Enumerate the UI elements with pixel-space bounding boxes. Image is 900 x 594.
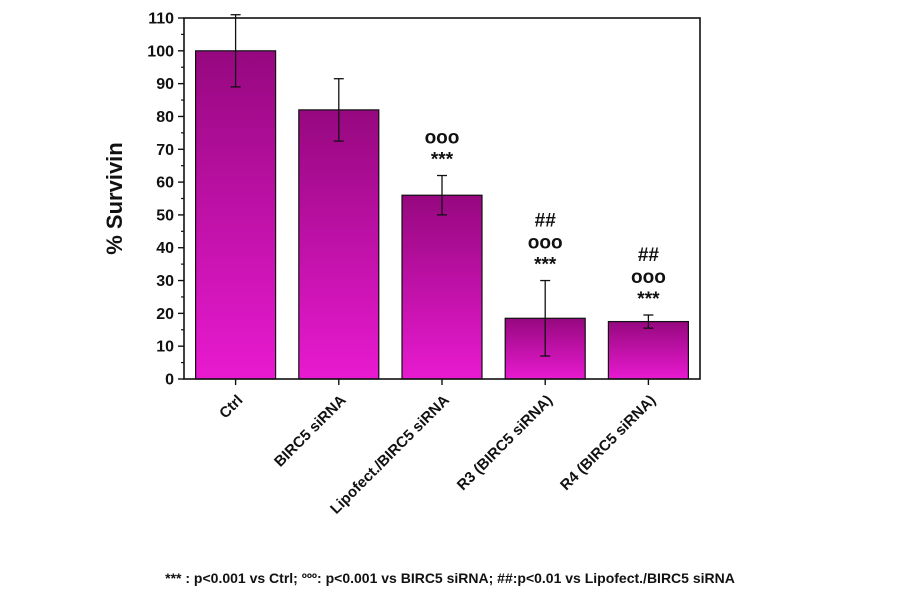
y-tick-label-0: 0 (165, 372, 174, 389)
y-tick-label-40: 40 (156, 240, 174, 257)
x-tick-label-4: R4 (BIRC5 siRNA) (557, 392, 659, 494)
y-tick-label-100: 100 (147, 43, 174, 60)
significance-mark-2-1: *** (431, 150, 454, 171)
bar-2 (401, 194, 483, 380)
significance-mark-4-0: ## (638, 245, 660, 266)
y-axis-label: % Survivin (102, 142, 127, 254)
y-tick-label-90: 90 (156, 76, 174, 93)
significance-mark-3-0: ## (535, 211, 557, 232)
significance-mark-4-1: ooo (631, 267, 666, 288)
y-tick-label-30: 30 (156, 273, 174, 290)
x-tick-label-2: Lipofect./BIRC5 siRNA (327, 392, 453, 518)
x-tick-label-0: Ctrl (216, 392, 246, 422)
significance-mark-4-2: *** (637, 289, 660, 310)
y-tick-label-10: 10 (156, 339, 174, 356)
y-tick-label-20: 20 (156, 306, 174, 323)
significance-mark-3-1: ooo (528, 233, 563, 254)
bar-0 (195, 50, 277, 380)
y-tick-label-70: 70 (156, 142, 174, 159)
y-tick-label-50: 50 (156, 207, 174, 224)
y-tick-label-110: 110 (148, 11, 174, 28)
significance-mark-2-0: ooo (425, 128, 460, 149)
bar-1 (298, 109, 380, 380)
significance-mark-3-2: *** (534, 255, 557, 276)
chart-footnote: *** : p<0.001 vs Ctrl; ººº: p<0.001 vs B… (165, 570, 735, 586)
y-tick-label-80: 80 (156, 109, 174, 126)
y-tick-label-60: 60 (156, 175, 174, 192)
x-tick-label-3: R3 (BIRC5 siRNA) (454, 392, 556, 494)
bar-4 (607, 320, 690, 380)
x-tick-label-1: BIRC5 siRNA (271, 392, 350, 471)
